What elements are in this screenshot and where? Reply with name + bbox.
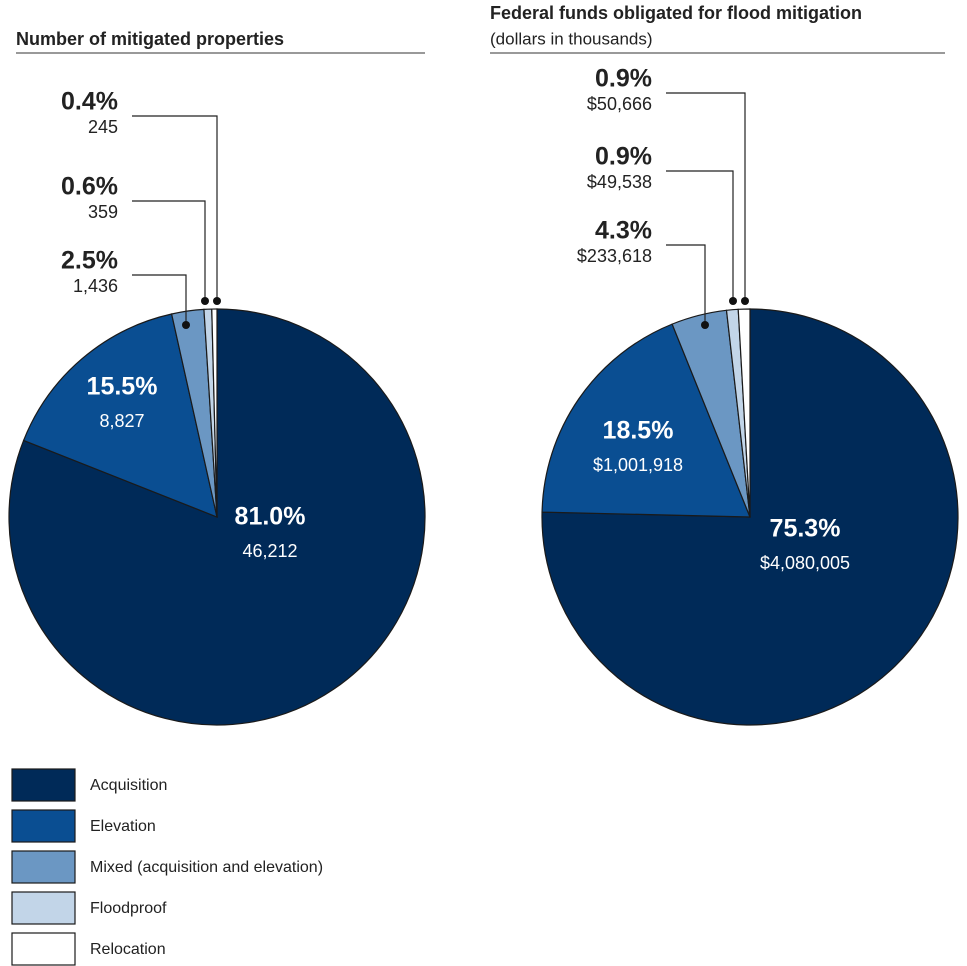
- chart-title: Number of mitigated properties: [16, 29, 284, 49]
- legend-label: Mixed (acquisition and elevation): [90, 859, 323, 876]
- legend-label: Elevation: [90, 818, 156, 835]
- legend-swatch: [11, 850, 76, 884]
- amount-label: 245: [88, 117, 118, 137]
- leader-line: [666, 92, 746, 301]
- leader-dot: [741, 297, 749, 305]
- legend-label: Floodproof: [90, 900, 167, 917]
- pie-slice: [541, 323, 751, 518]
- pie-slice: [211, 308, 218, 518]
- chart-title: Federal funds obligated for flood mitiga…: [490, 3, 862, 23]
- value-label: 81.0%: [235, 503, 306, 531]
- value-label: 0.4%: [61, 88, 118, 116]
- leader-dot: [201, 297, 209, 305]
- amount-label: $50,666: [587, 94, 652, 114]
- value-label: 0.6%: [61, 173, 118, 201]
- pie-slice: [22, 313, 218, 518]
- value-label: 4.3%: [595, 217, 652, 245]
- leader-dot: [701, 321, 709, 329]
- value-label: 2.5%: [61, 247, 118, 275]
- value-label: 75.3%: [770, 515, 841, 543]
- legend-swatch: [11, 891, 76, 925]
- leader-line: [132, 115, 218, 301]
- value-label: 0.9%: [595, 65, 652, 93]
- amount-label: $1,001,918: [593, 455, 683, 475]
- leader-dot: [729, 297, 737, 305]
- leader-line: [132, 200, 206, 301]
- leader-line: [666, 170, 734, 301]
- legend-swatch: [11, 809, 76, 843]
- pie-slice: [737, 308, 751, 518]
- leader-dot: [182, 321, 190, 329]
- legend-swatch: [11, 768, 76, 802]
- value-label: 0.9%: [595, 143, 652, 171]
- legend-swatch: [11, 932, 76, 966]
- value-label: 18.5%: [603, 417, 674, 445]
- amount-label: 1,436: [73, 276, 118, 296]
- amount-label: $233,618: [577, 246, 652, 266]
- chart-subtitle: (dollars in thousands): [490, 29, 653, 48]
- amount-label: $49,538: [587, 172, 652, 192]
- legend-label: Relocation: [90, 941, 166, 958]
- legend-label: Acquisition: [90, 777, 167, 794]
- leader-line: [666, 244, 706, 325]
- amount-label: 46,212: [242, 541, 297, 561]
- amount-label: $4,080,005: [760, 553, 850, 573]
- value-label: 15.5%: [87, 373, 158, 401]
- amount-label: 8,827: [99, 411, 144, 431]
- leader-dot: [213, 297, 221, 305]
- amount-label: 359: [88, 202, 118, 222]
- leader-line: [132, 274, 187, 325]
